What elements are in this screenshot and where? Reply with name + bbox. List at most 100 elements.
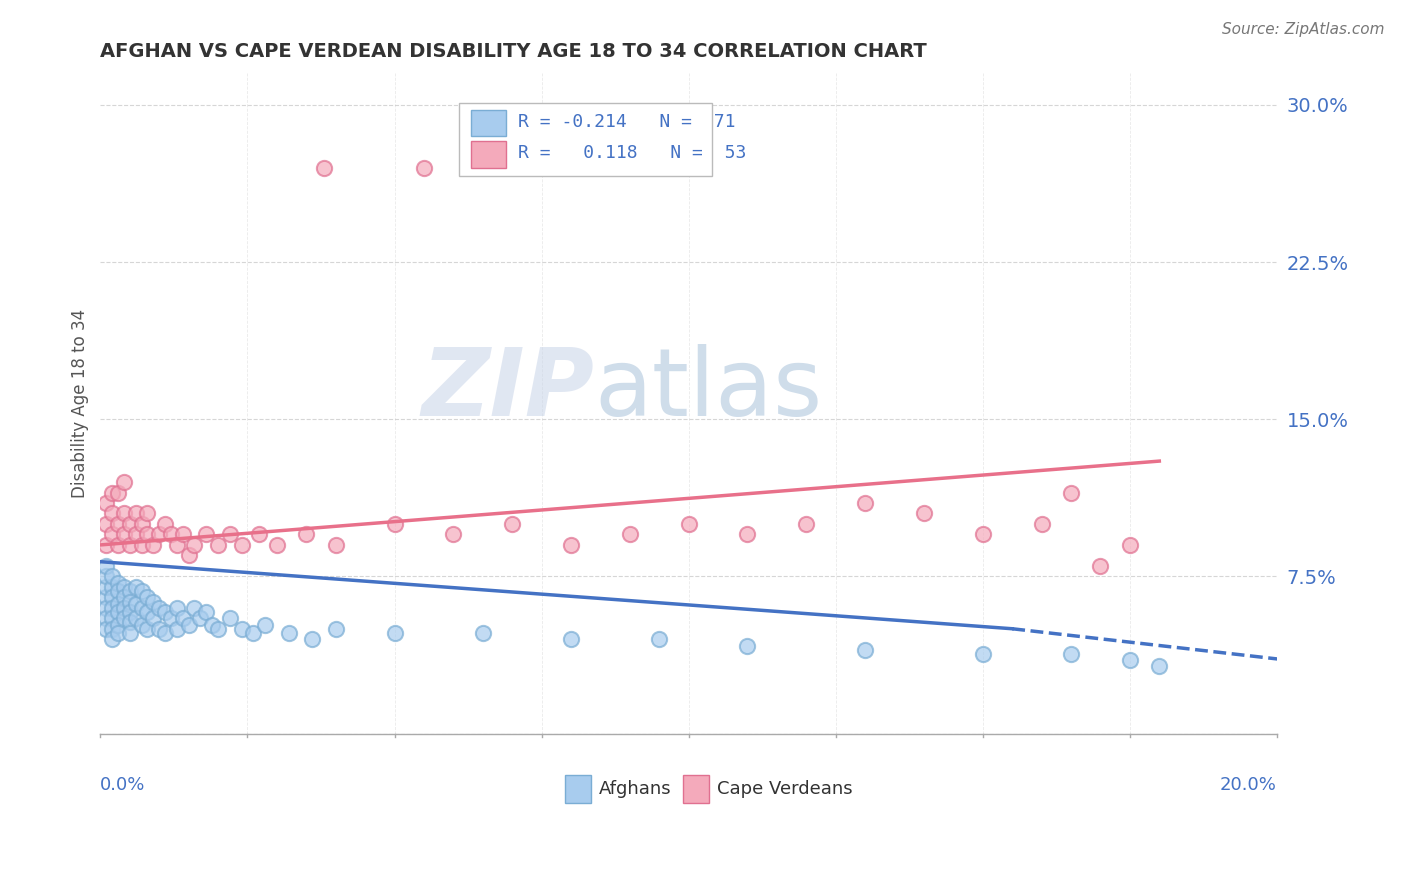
- Point: [112, 507, 135, 521]
- Point: [153, 605, 176, 619]
- Point: [177, 549, 200, 563]
- Point: [912, 507, 935, 521]
- Point: [101, 611, 124, 625]
- Point: [737, 527, 759, 541]
- Point: [107, 617, 129, 632]
- Point: [142, 611, 165, 625]
- Point: [325, 622, 347, 636]
- Point: [107, 626, 129, 640]
- Text: Afghans: Afghans: [599, 780, 672, 798]
- Point: [247, 527, 270, 541]
- Point: [207, 622, 229, 636]
- Point: [312, 161, 335, 175]
- Point: [153, 516, 176, 531]
- FancyBboxPatch shape: [565, 775, 591, 803]
- FancyBboxPatch shape: [683, 775, 709, 803]
- Point: [101, 622, 124, 636]
- Point: [1031, 516, 1053, 531]
- Point: [124, 507, 146, 521]
- Point: [1090, 558, 1112, 573]
- Point: [101, 569, 124, 583]
- Point: [166, 538, 188, 552]
- Point: [124, 580, 146, 594]
- Point: [619, 527, 641, 541]
- Point: [136, 591, 159, 605]
- Text: R = -0.214   N =  71: R = -0.214 N = 71: [517, 112, 735, 130]
- Point: [131, 600, 153, 615]
- Point: [277, 626, 299, 640]
- Point: [148, 527, 170, 541]
- Point: [101, 580, 124, 594]
- Point: [218, 527, 240, 541]
- Point: [101, 632, 124, 647]
- Point: [183, 600, 205, 615]
- Point: [112, 611, 135, 625]
- Point: [166, 600, 188, 615]
- Point: [96, 591, 118, 605]
- Point: [142, 594, 165, 608]
- Point: [441, 527, 464, 541]
- FancyBboxPatch shape: [471, 142, 506, 168]
- Point: [118, 516, 141, 531]
- Point: [201, 617, 224, 632]
- Point: [148, 600, 170, 615]
- Point: [136, 527, 159, 541]
- Point: [648, 632, 671, 647]
- Point: [112, 600, 135, 615]
- Point: [160, 527, 183, 541]
- Point: [190, 611, 212, 625]
- Point: [136, 605, 159, 619]
- Point: [96, 580, 118, 594]
- Point: [101, 485, 124, 500]
- Point: [172, 527, 194, 541]
- Point: [96, 622, 118, 636]
- Point: [471, 626, 494, 640]
- Point: [183, 538, 205, 552]
- FancyBboxPatch shape: [471, 110, 506, 136]
- Point: [413, 161, 436, 175]
- Point: [972, 647, 994, 661]
- Point: [231, 622, 253, 636]
- Text: 20.0%: 20.0%: [1220, 776, 1277, 795]
- Point: [96, 569, 118, 583]
- Point: [96, 538, 118, 552]
- Point: [177, 617, 200, 632]
- Point: [118, 605, 141, 619]
- Point: [1149, 659, 1171, 673]
- Point: [112, 527, 135, 541]
- Point: [112, 475, 135, 489]
- Point: [853, 642, 876, 657]
- Text: R =   0.118   N =  53: R = 0.118 N = 53: [517, 145, 747, 162]
- Point: [107, 485, 129, 500]
- Point: [107, 516, 129, 531]
- Point: [231, 538, 253, 552]
- Point: [107, 538, 129, 552]
- Point: [678, 516, 700, 531]
- Point: [853, 496, 876, 510]
- Point: [1060, 647, 1083, 661]
- Point: [218, 611, 240, 625]
- Point: [242, 626, 264, 640]
- Point: [142, 538, 165, 552]
- Point: [325, 538, 347, 552]
- Point: [124, 611, 146, 625]
- Point: [96, 611, 118, 625]
- Point: [254, 617, 277, 632]
- Point: [101, 527, 124, 541]
- Point: [1119, 538, 1142, 552]
- Point: [301, 632, 323, 647]
- Point: [107, 605, 129, 619]
- FancyBboxPatch shape: [460, 103, 713, 176]
- Point: [295, 527, 318, 541]
- Point: [124, 527, 146, 541]
- Point: [131, 584, 153, 599]
- Point: [107, 575, 129, 590]
- Text: atlas: atlas: [595, 344, 823, 436]
- Point: [794, 516, 817, 531]
- Point: [195, 605, 218, 619]
- Point: [560, 538, 582, 552]
- Point: [195, 527, 218, 541]
- Point: [153, 626, 176, 640]
- Point: [118, 615, 141, 630]
- Point: [207, 538, 229, 552]
